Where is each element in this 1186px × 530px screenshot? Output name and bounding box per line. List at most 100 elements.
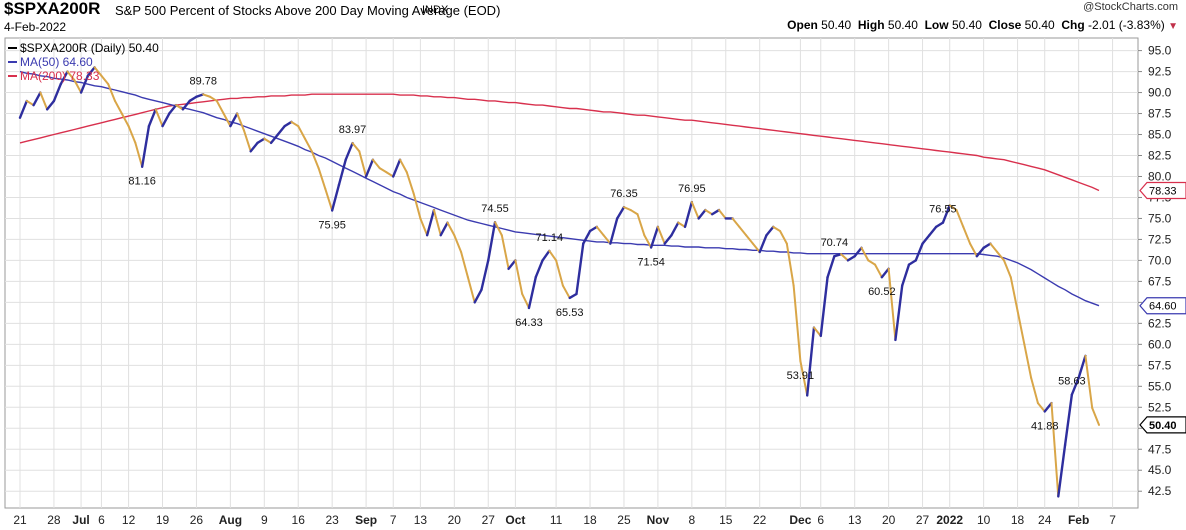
x-tick-label: 22 [753, 513, 767, 527]
price-segment [161, 112, 171, 128]
price-segment [66, 70, 76, 81]
x-tick-label: 24 [1038, 513, 1052, 527]
price-segment [432, 209, 442, 237]
x-tick-label: 8 [688, 513, 695, 527]
price-segment [677, 221, 687, 228]
price-segment [283, 120, 293, 128]
price-segment [812, 326, 822, 337]
peak-label: 89.78 [189, 75, 217, 87]
y-tick-label: 87.5 [1148, 107, 1172, 121]
price-segment [351, 142, 361, 153]
price-segment [304, 137, 313, 153]
price-segment [460, 251, 469, 279]
x-axis: 21 28 Jul 6 12 19 26 Aug 9 16 23 Sep 7 13 20 27 Oct 11 18 2… [13, 513, 1116, 527]
price-segment [100, 74, 110, 86]
price-segment [1050, 402, 1060, 498]
price-segment [310, 150, 320, 170]
price-segment [39, 91, 49, 111]
price-segment [738, 225, 748, 237]
x-tick-label: 26 [190, 513, 204, 527]
price-segment [527, 275, 537, 310]
price-segment [582, 229, 592, 245]
change-label: Chg [1061, 18, 1085, 32]
price-segment [975, 246, 985, 258]
x-tick-label: 23 [325, 513, 339, 527]
x-tick-label: 10 [977, 513, 991, 527]
price-segment [670, 221, 680, 237]
x-tick-label: 12 [122, 513, 136, 527]
price-segment [236, 112, 245, 132]
price-segment [962, 225, 972, 245]
price-segment [337, 158, 347, 187]
value-tag [1139, 297, 1186, 315]
y-tick-label: 90.0 [1148, 86, 1172, 100]
series-lines [18, 66, 1100, 498]
y-tick-label: 92.5 [1148, 65, 1172, 79]
price-segment [1070, 376, 1080, 396]
price-segment [1009, 276, 1019, 312]
x-tick-label: 7 [1109, 513, 1116, 527]
x-tick-label: 27 [916, 513, 930, 527]
price-segment [79, 74, 90, 94]
price-segment [697, 208, 707, 220]
y-tick-label: 80.0 [1148, 169, 1172, 183]
price-segment [202, 93, 212, 98]
down-arrow-icon: ▼ [1168, 21, 1178, 32]
price-segment [364, 158, 375, 178]
x-tick-label: 13 [414, 513, 428, 527]
x-tick-label: 7 [390, 513, 397, 527]
price-segment [989, 242, 999, 254]
price-segment [1016, 309, 1026, 346]
price-segment [819, 275, 829, 338]
price-segment [941, 204, 951, 224]
price-segment [86, 66, 96, 77]
x-tick-label: 15 [719, 513, 733, 527]
x-tick-label: 18 [583, 513, 597, 527]
price-segment [195, 93, 205, 98]
grid-lines [5, 38, 1138, 508]
price-segment [731, 217, 741, 228]
x-tick-label: 27 [482, 513, 496, 527]
price-segment [568, 292, 578, 300]
x-tick-label: 6 [817, 513, 824, 527]
price-segment [392, 158, 402, 178]
price-segment [1002, 259, 1012, 279]
x-tick-label: Oct [505, 513, 525, 527]
peak-label: 76.95 [678, 183, 706, 195]
peak-label: 76.55 [929, 204, 957, 216]
price-segment [656, 225, 666, 245]
price-segment [147, 108, 157, 128]
price-segment [955, 209, 965, 228]
price-segment [1030, 376, 1039, 405]
peak-label: 81.16 [128, 176, 156, 188]
price-segment [256, 137, 266, 145]
x-tick-label: Aug [219, 513, 242, 527]
x-tick-label: 16 [292, 513, 306, 527]
price-segment [690, 201, 700, 220]
legend-label: MA(200) 78.33 [20, 69, 100, 83]
legend-label: MA(50) 64.60 [20, 55, 93, 69]
price-segment [969, 242, 978, 258]
y-tick-label: 67.5 [1148, 274, 1172, 288]
x-tick-label: 28 [47, 513, 61, 527]
peak-label: 71.14 [536, 232, 564, 244]
price-segment [371, 158, 381, 170]
x-tick-label: Dec [789, 513, 811, 527]
x-tick-label: Jul [72, 513, 89, 527]
price-segment [269, 133, 280, 145]
price-segment [575, 242, 585, 296]
value-tag [1139, 181, 1186, 200]
price-segment [140, 124, 151, 168]
peak-label: 71.54 [637, 256, 665, 268]
peak-label: 65.53 [556, 307, 584, 319]
x-tick-label: 20 [882, 513, 896, 527]
price-segment [344, 141, 354, 161]
price-segment [487, 221, 497, 262]
y-tick-label: 45.0 [1148, 463, 1172, 477]
price-segment [209, 95, 218, 102]
x-tick-label: 6 [98, 513, 105, 527]
y-tick-label: 85.0 [1148, 128, 1172, 142]
price-segment [446, 221, 456, 237]
price-segment [181, 99, 191, 111]
